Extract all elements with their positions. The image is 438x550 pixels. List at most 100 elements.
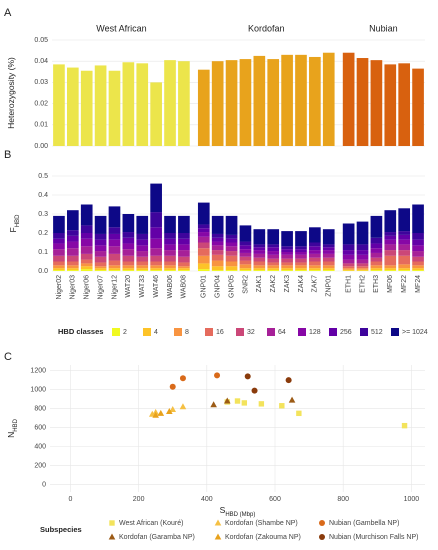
panel-label: C [4, 351, 12, 363]
bar-segment [164, 255, 176, 262]
bar-segment [178, 238, 190, 245]
bar-segment [322, 250, 335, 254]
bar-segment [136, 233, 149, 240]
bar-segment [225, 261, 238, 267]
bar-segment [211, 245, 224, 251]
bar-segment [267, 247, 280, 252]
bar-segment [108, 233, 121, 240]
bar-segment [322, 268, 335, 271]
point [152, 411, 159, 418]
bar-segment [164, 268, 176, 271]
bar-segment [164, 238, 176, 245]
bar-segment [295, 258, 307, 263]
bar-segment [281, 252, 293, 255]
legend-swatch [205, 328, 213, 336]
bar-segment [225, 266, 238, 271]
bar-segment [253, 265, 266, 269]
bar-segment [211, 250, 224, 255]
bar-segment [295, 252, 307, 255]
bar-segment [150, 212, 162, 228]
bar-segment [66, 210, 79, 231]
bar-segment [309, 250, 321, 254]
x-tick-label: ZAK3 [284, 275, 291, 293]
bar-segment [150, 183, 162, 213]
bar-segment [178, 270, 190, 271]
bar-segment [53, 255, 65, 262]
bar-segment [398, 239, 411, 245]
point [288, 396, 296, 403]
bar-segment [80, 225, 93, 233]
bar-segment [122, 214, 135, 233]
bar [309, 56, 321, 146]
legend-swatch [391, 328, 399, 336]
bar-segment [122, 232, 135, 238]
legend-label: 16 [216, 329, 224, 336]
legend-swatch [143, 328, 151, 336]
bar-segment [164, 265, 176, 269]
y-tick-label: 0.04 [34, 58, 48, 65]
bar-segment [66, 255, 79, 262]
bar-segment [80, 253, 93, 260]
x-tick-label: WAT33 [139, 275, 146, 298]
bar-segment [356, 266, 369, 269]
bar [253, 55, 266, 146]
bar-segment [281, 249, 293, 252]
bar-segment [211, 254, 224, 261]
bar-segment [384, 270, 397, 271]
bar-segment [253, 257, 266, 262]
bar-segment [178, 256, 190, 263]
x-tick-label: 200 [133, 496, 145, 503]
bar [384, 64, 397, 146]
x-axis-title: SHBD (Mbp) [220, 505, 256, 517]
x-tick-label: MF24 [415, 275, 422, 293]
bar-segment [322, 265, 335, 269]
bar-segment [370, 252, 383, 258]
bar-segment [150, 261, 162, 266]
bar-segment [239, 270, 252, 271]
legend-label: Nubian (Murchison Falls NP) [329, 534, 418, 541]
bar-segment [122, 270, 135, 271]
bar-segment [136, 270, 149, 271]
bar [412, 68, 424, 146]
bar-segment [281, 246, 293, 250]
bar-segment [178, 250, 190, 257]
bar-segment [108, 268, 121, 271]
bar-segment [136, 239, 149, 246]
bar-segment [136, 261, 149, 266]
point [210, 401, 217, 408]
x-tick-label: WAB06 [167, 275, 174, 299]
bar-segment [309, 268, 321, 271]
bar-segment [384, 250, 397, 256]
x-tick-label: ZAK7 [312, 275, 319, 293]
legend-label: 256 [340, 329, 352, 336]
point [244, 373, 251, 380]
bar-segment [356, 268, 369, 270]
bar [197, 69, 210, 146]
bar [398, 63, 411, 146]
bar-segment [225, 238, 238, 243]
bar-segment [197, 255, 210, 264]
bar-segment [53, 261, 65, 266]
bar-segment [108, 260, 121, 266]
bar-segment [384, 255, 397, 266]
point [401, 422, 408, 429]
bar-segment [412, 204, 424, 233]
legend-marker [109, 520, 115, 526]
bar [322, 52, 335, 146]
bar [66, 67, 79, 146]
bar-segment [253, 253, 266, 258]
point [234, 398, 241, 404]
bar-segment [384, 235, 397, 240]
bar-segment [370, 268, 383, 271]
bar-segment [66, 270, 79, 271]
x-tick-label: WAB08 [181, 275, 188, 299]
bar-segment [136, 251, 149, 257]
bar-segment [281, 258, 293, 263]
bar [211, 61, 224, 147]
bar-segment [178, 244, 190, 251]
point [223, 397, 231, 404]
bar-segment [267, 244, 280, 248]
bar-segment [197, 248, 210, 256]
bar-segment [239, 268, 252, 271]
bar [150, 82, 162, 146]
